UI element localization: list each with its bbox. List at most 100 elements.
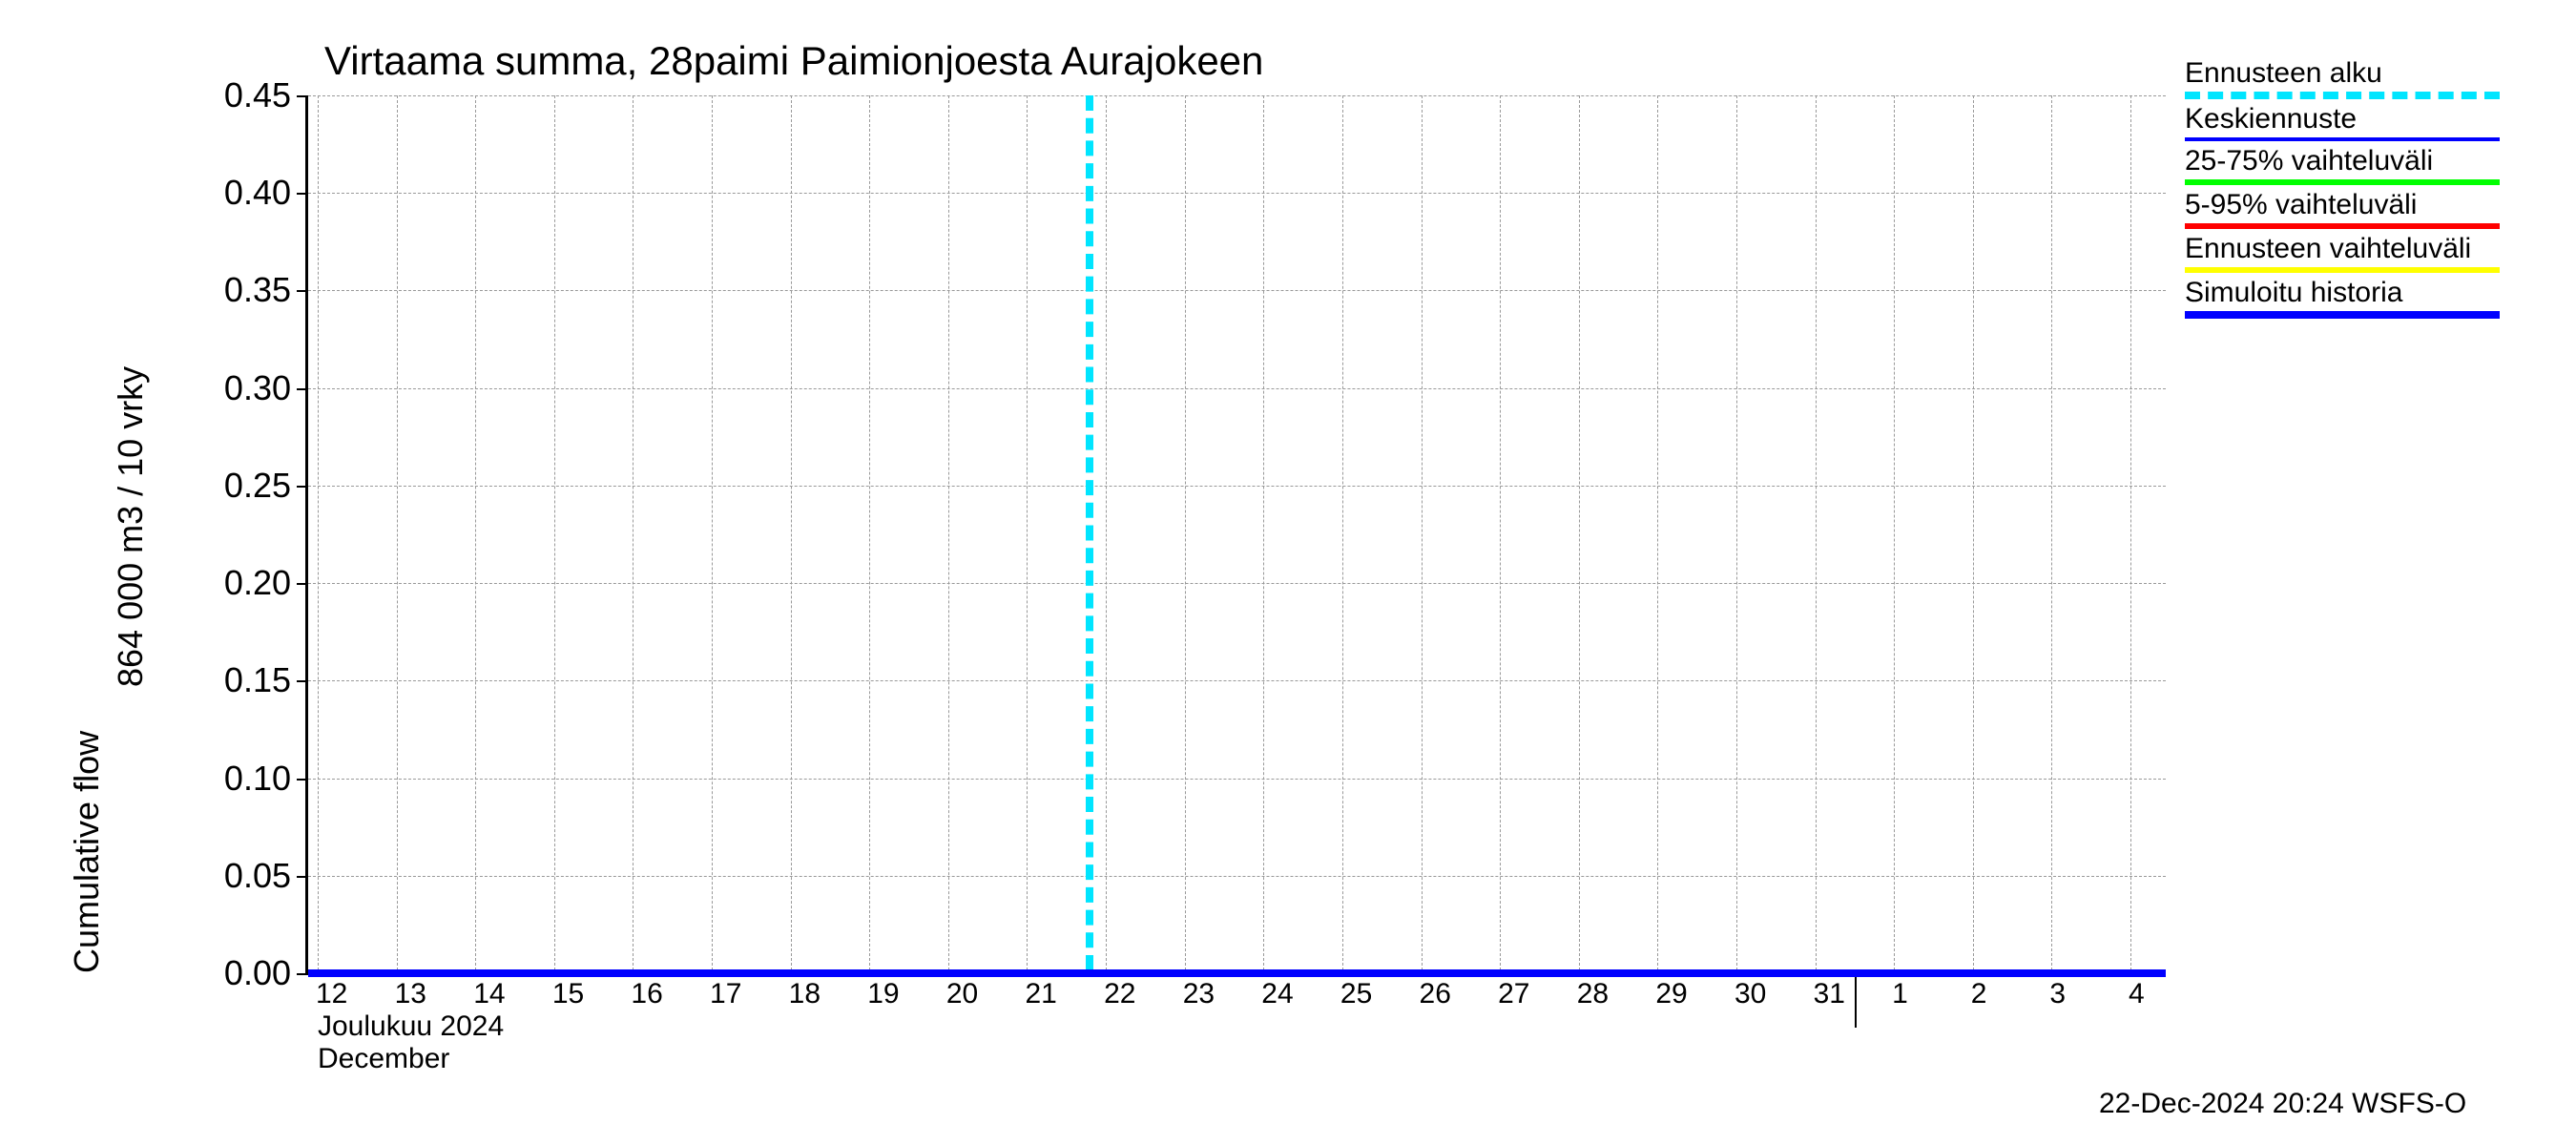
y-tick [297,680,308,682]
grid-line-v [869,95,870,970]
legend-item: Keskiennuste [2185,103,2500,141]
legend-swatch [2185,267,2500,273]
series-median_forecast [308,971,2166,975]
grid-line-v [1185,95,1186,970]
grid-line-h [308,779,2166,780]
grid-line-v [2051,95,2052,970]
grid-line-v [2130,95,2131,970]
y-axis-label-1: Cumulative flow [67,731,107,973]
forecast-start-line [1086,95,1093,970]
x-month-label-en: December [318,1043,449,1075]
x-tick-label: 16 [631,978,662,1010]
legend-item: Ennusteen alku [2185,57,2500,99]
grid-line-v [712,95,713,970]
grid-line-v [554,95,555,970]
x-tick-label: 12 [316,978,347,1010]
grid-line-h [308,95,2166,96]
x-tick-label: 14 [473,978,505,1010]
y-tick [297,388,308,390]
x-tick-label: 30 [1735,978,1766,1010]
x-tick-label: 31 [1814,978,1845,1010]
x-tick-label: 27 [1498,978,1529,1010]
x-tick-label: 4 [2129,978,2145,1010]
grid-line-v [318,95,319,970]
legend-item: 5-95% vaihteluväli [2185,189,2500,229]
legend-swatch [2185,223,2500,229]
grid-line-h [308,388,2166,389]
x-tick-label: 25 [1340,978,1372,1010]
y-tick [297,193,308,195]
y-tick [297,779,308,781]
x-tick-label: 24 [1261,978,1293,1010]
grid-line-h [308,680,2166,681]
y-tick-label: 0.20 [224,563,291,603]
grid-line-h [308,486,2166,487]
y-tick-label: 0.05 [224,856,291,896]
y-tick-label: 0.25 [224,466,291,506]
legend-swatch [2185,92,2500,99]
legend-item: 25-75% vaihteluväli [2185,145,2500,185]
grid-line-v [1736,95,1737,970]
grid-line-v [1816,95,1817,970]
y-tick [297,290,308,292]
y-tick-label: 0.10 [224,759,291,799]
y-tick-label: 0.30 [224,368,291,408]
y-tick-label: 0.35 [224,270,291,310]
y-tick-label: 0.15 [224,660,291,700]
grid-line-v [1973,95,1974,970]
grid-line-v [1263,95,1264,970]
y-tick [297,973,308,975]
grid-line-v [791,95,792,970]
x-tick-label: 1 [1892,978,1908,1010]
x-tick-label: 15 [552,978,584,1010]
grid-line-v [475,95,476,970]
plot-area: 0.000.050.100.150.200.250.300.350.400.45… [305,95,2166,973]
grid-line-v [1657,95,1658,970]
y-tick [297,486,308,488]
y-tick [297,95,308,97]
legend-label: Ennusteen alku [2185,57,2500,90]
y-tick-label: 0.40 [224,173,291,213]
y-tick [297,583,308,585]
grid-line-h [308,193,2166,194]
legend-label: Ennusteen vaihteluväli [2185,233,2500,265]
x-tick-label: 20 [946,978,978,1010]
legend-item: Ennusteen vaihteluväli [2185,233,2500,273]
y-axis-label-2: 864 000 m3 / 10 vrky [111,366,151,687]
y-tick-label: 0.45 [224,75,291,115]
legend-label: 25-75% vaihteluväli [2185,145,2500,177]
grid-line-v [1106,95,1107,970]
x-tick-label: 29 [1655,978,1687,1010]
x-tick-label: 3 [2049,978,2066,1010]
grid-line-v [1894,95,1895,970]
x-tick-label: 21 [1025,978,1056,1010]
footer-timestamp: 22-Dec-2024 20:24 WSFS-O [2099,1088,2466,1120]
x-tick-label: 23 [1183,978,1215,1010]
x-tick-label: 2 [1971,978,1987,1010]
grid-line-v [948,95,949,970]
month-divider [1855,972,1857,1028]
grid-line-h [308,876,2166,877]
grid-line-v [1342,95,1343,970]
legend-swatch [2185,311,2500,319]
legend-item: Simuloitu historia [2185,277,2500,319]
grid-line-v [1579,95,1580,970]
x-tick-label: 19 [867,978,899,1010]
legend-swatch [2185,137,2500,141]
y-tick [297,876,308,878]
x-tick-label: 13 [395,978,426,1010]
grid-line-v [1422,95,1423,970]
legend: Ennusteen alku Keskiennuste 25-75% vaihtel… [2185,57,2500,323]
legend-label: 5-95% vaihteluväli [2185,189,2500,221]
grid-line-v [397,95,398,970]
grid-line-v [1500,95,1501,970]
x-tick-label: 17 [710,978,741,1010]
x-tick-label: 22 [1104,978,1135,1010]
grid-line-v [633,95,634,970]
chart-container: Virtaama summa, 28paimi Paimionjoesta Au… [0,0,2576,1145]
x-tick-label: 28 [1577,978,1609,1010]
grid-line-v [1027,95,1028,970]
grid-line-h [308,290,2166,291]
y-tick-label: 0.00 [224,953,291,993]
legend-swatch [2185,179,2500,185]
